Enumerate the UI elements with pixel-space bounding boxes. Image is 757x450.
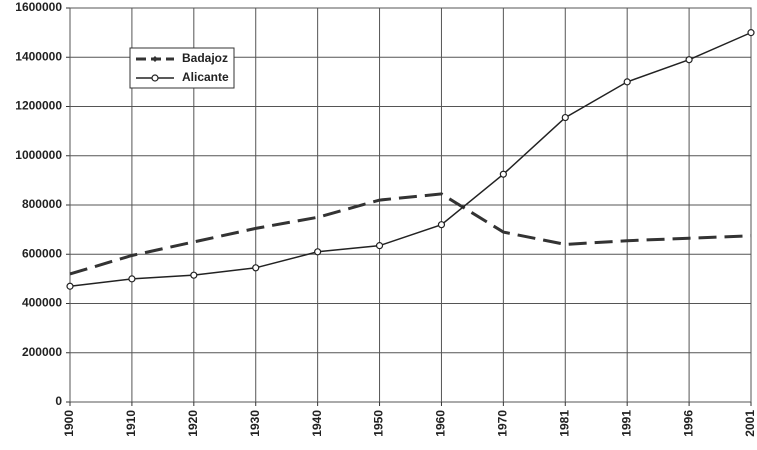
point <box>314 248 322 256</box>
point <box>252 264 260 272</box>
y-tick-label: 1000000 <box>15 148 62 162</box>
x-tick-label: 1930 <box>248 410 262 437</box>
legend-marker <box>152 56 158 62</box>
point <box>499 170 507 178</box>
point <box>623 78 631 86</box>
legend-box <box>129 47 235 89</box>
point <box>66 282 74 290</box>
y-tick-label: 1600000 <box>15 0 62 14</box>
point <box>190 271 198 279</box>
y-tick-label: 400000 <box>22 296 62 310</box>
legend: Badajoz Alicante <box>129 47 235 89</box>
y-tick-label: 1200000 <box>15 99 62 113</box>
y-tick-label: 1400000 <box>15 49 62 63</box>
point <box>437 221 446 229</box>
point <box>561 113 569 122</box>
x-tick-label: 1960 <box>434 410 448 437</box>
y-tick-label: 0 <box>55 394 62 408</box>
x-tick-label: 1991 <box>619 410 633 437</box>
x-tick-label: 1970 <box>496 410 510 437</box>
series-line <box>69 192 752 276</box>
legend-label: Badajoz <box>182 51 228 65</box>
x-tick-label: 1920 <box>186 410 200 437</box>
x-tick-label: 1940 <box>310 410 324 437</box>
point <box>128 275 136 283</box>
legend-marker <box>151 74 159 82</box>
y-tick-label: 800000 <box>22 197 62 211</box>
series-line <box>69 31 752 288</box>
point <box>375 242 384 250</box>
point <box>747 29 755 37</box>
x-tick-label: 1900 <box>62 410 76 437</box>
x-tick-label: 1996 <box>681 410 695 437</box>
y-tick-label: 600000 <box>22 246 62 260</box>
legend-label: Alicante <box>182 70 229 84</box>
point <box>685 56 693 64</box>
x-tick-label: 1950 <box>372 410 386 437</box>
x-tick-label: 2001 <box>743 410 757 437</box>
y-tick-label: 200000 <box>22 345 62 359</box>
x-tick-label: 1981 <box>557 410 571 437</box>
x-tick-label: 1910 <box>124 410 138 437</box>
